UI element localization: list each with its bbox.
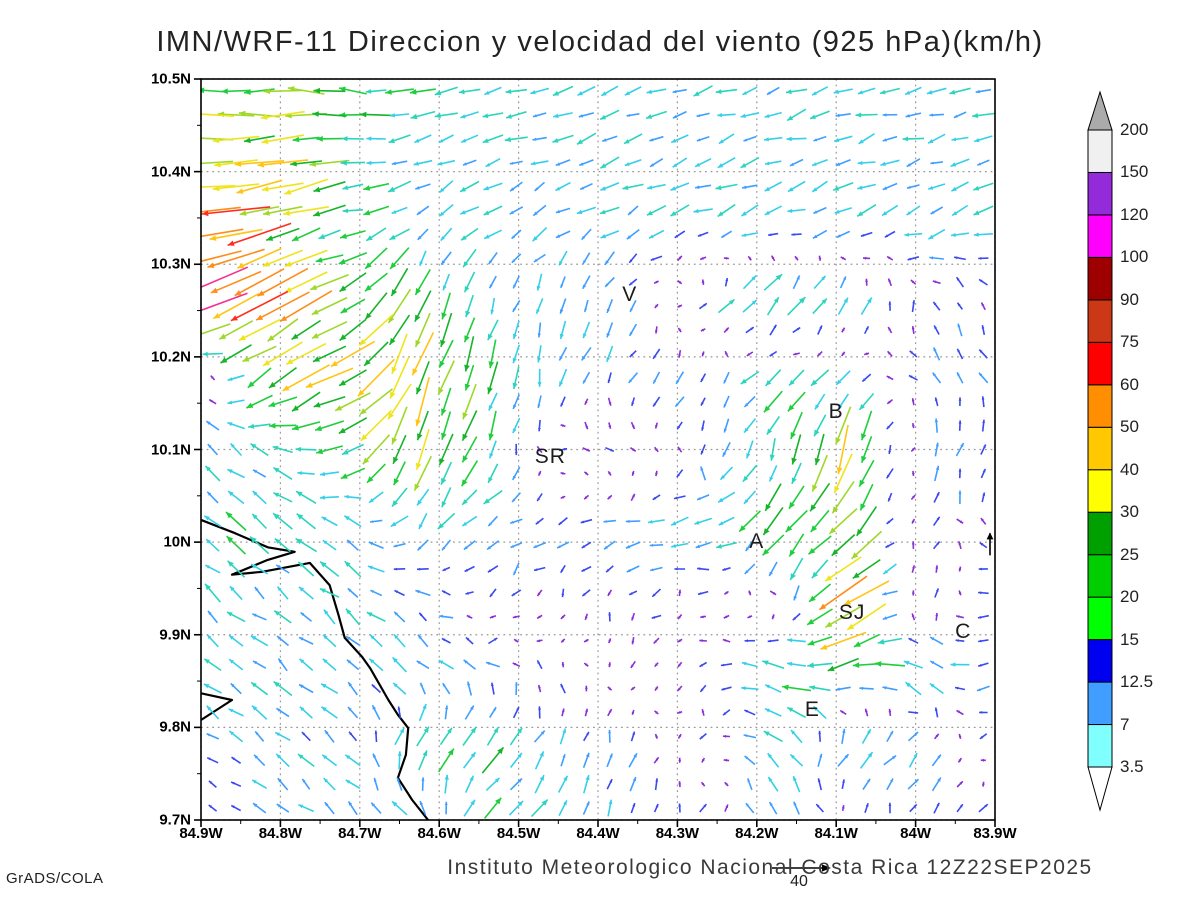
- city-label-v: V: [622, 282, 638, 306]
- black-arrow: [986, 532, 994, 556]
- colorbar-level-label: 15: [1120, 629, 1139, 649]
- colorbar-level-label: 20: [1120, 587, 1139, 607]
- colorbar-level-label: 3.5: [1120, 757, 1144, 776]
- chart-title: IMN/WRF-11 Direccion y velocidad del vie…: [156, 26, 1044, 58]
- gridlines: [200, 78, 996, 821]
- coastline: [201, 518, 429, 820]
- lon-tick-label: 84W: [900, 825, 932, 842]
- lon-tick-label: 84.1W: [814, 825, 858, 842]
- colorbar-level-label: 200: [1120, 120, 1149, 139]
- city-label-a: A: [749, 530, 765, 554]
- chart-footer: Instituto Meteorologico Nacional Costa R…: [447, 856, 1093, 879]
- lat-tick-label: 10.4N: [150, 163, 191, 181]
- lon-tick-label: 84.7W: [338, 825, 382, 842]
- wind-vectors: [201, 85, 995, 819]
- lat-tick-label: 10.1N: [150, 441, 191, 458]
- lon-tick-label: 84.4W: [576, 825, 620, 842]
- colorbar-level-label: 7: [1120, 714, 1130, 734]
- lat-tick-label: 10.5N: [150, 70, 191, 88]
- colorbar-level-label: 150: [1120, 162, 1149, 182]
- lon-tick-label: 84.9W: [179, 825, 223, 842]
- lat-tick-label: 10.3N: [150, 255, 191, 273]
- lon-tick-label: 84.8W: [258, 825, 303, 842]
- colorbar-level-label: 12.5: [1120, 672, 1154, 692]
- colorbar-level-label: 120: [1120, 204, 1149, 224]
- lat-tick-label: 9.8N: [159, 718, 191, 736]
- lon-tick-label: 84.5W: [496, 825, 541, 842]
- city-label-b: B: [828, 400, 844, 424]
- colorbar: [1087, 90, 1113, 812]
- city-label-e: E: [804, 697, 820, 721]
- lat-tick-label: 9.7N: [159, 811, 191, 829]
- colorbar-level-label: 100: [1120, 247, 1149, 267]
- colorbar-level-label: 30: [1120, 502, 1139, 522]
- reference-vector-label: 40: [790, 873, 808, 890]
- reference-vector: [772, 864, 831, 872]
- grads-credit: GrADS/COLA: [6, 870, 104, 887]
- colorbar-level-label: 90: [1120, 289, 1139, 309]
- colorbar-level-label: 25: [1120, 544, 1139, 564]
- lat-tick-label: 10.2N: [150, 348, 191, 366]
- lat-tick-label: 9.9N: [159, 626, 191, 644]
- colorbar-level-label: 60: [1120, 374, 1139, 394]
- colorbar-level-label: 40: [1120, 459, 1139, 479]
- lon-tick-label: 83.9W: [973, 825, 1017, 842]
- lon-tick-label: 84.3W: [655, 825, 700, 842]
- city-label-c: C: [955, 619, 972, 643]
- city-label-sr: SR: [534, 444, 566, 468]
- lon-tick-label: 84.6W: [417, 825, 461, 842]
- lat-tick-label: 10N: [163, 533, 191, 551]
- plot-frame: [194, 78, 996, 827]
- lon-tick-label: 84.2W: [735, 825, 779, 842]
- city-label-sj: SJ: [838, 601, 866, 625]
- colorbar-level-label: 75: [1120, 332, 1139, 352]
- colorbar-level-label: 50: [1120, 417, 1139, 437]
